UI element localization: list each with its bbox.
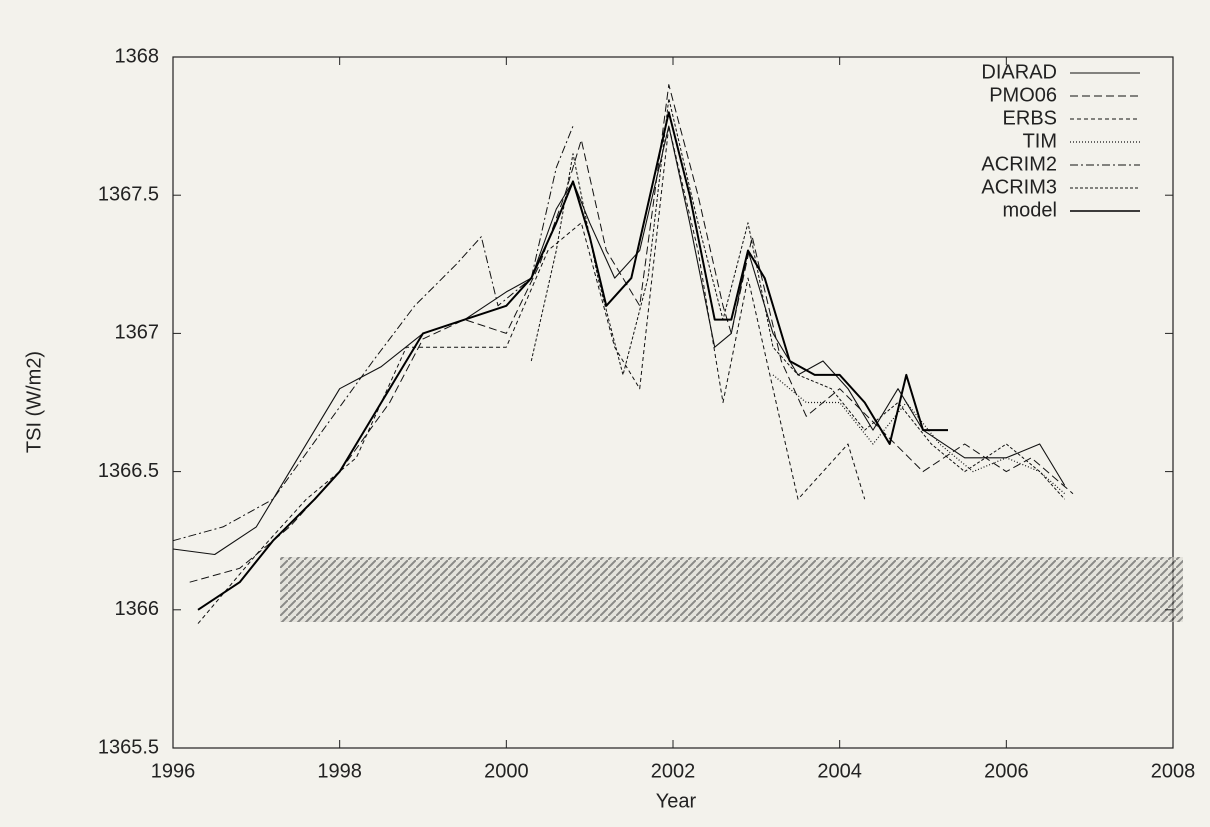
page: Year TSI (W/m2) 1996 1998 2000 2002 2004 2006… bbox=[0, 0, 1210, 827]
y-axis-label: TSI (W/m2) bbox=[23, 351, 45, 453]
scan-artifact bbox=[280, 557, 1183, 622]
legend-label: ERBS bbox=[1003, 107, 1057, 129]
series-line bbox=[198, 112, 948, 610]
y-tick-label: 1366 bbox=[115, 598, 160, 620]
x-tick-label: 1998 bbox=[317, 760, 362, 782]
y-tick-label: 1365.5 bbox=[98, 736, 159, 758]
series-line bbox=[173, 126, 573, 541]
legend-label: DIARAD bbox=[981, 61, 1057, 83]
legend-label: ACRIM3 bbox=[981, 176, 1057, 198]
legend-label: PMO06 bbox=[989, 84, 1057, 106]
legend-label: ACRIM2 bbox=[981, 153, 1057, 175]
series-line bbox=[190, 85, 1073, 583]
series-line bbox=[198, 126, 865, 623]
y-tick-label: 1366.5 bbox=[98, 460, 159, 482]
x-tick-label: 2008 bbox=[1151, 760, 1196, 782]
x-tick-label: 1996 bbox=[151, 760, 196, 782]
x-tick-label: 2006 bbox=[984, 760, 1029, 782]
series-line bbox=[173, 126, 1065, 554]
x-tick-label: 2000 bbox=[484, 760, 529, 782]
legend-label: TIM bbox=[1023, 130, 1057, 152]
legend-label: model bbox=[1003, 199, 1057, 221]
chart: Year TSI (W/m2) 1996 1998 2000 2002 2004 2006… bbox=[0, 0, 1210, 827]
x-tick-label: 2004 bbox=[817, 760, 862, 782]
x-tick-label: 2002 bbox=[651, 760, 696, 782]
y-tick-label: 1367.5 bbox=[98, 183, 159, 205]
series-line bbox=[773, 375, 1065, 494]
y-tick-label: 1368 bbox=[115, 45, 160, 67]
x-axis-label: Year bbox=[656, 790, 697, 812]
y-tick-label: 1367 bbox=[115, 322, 160, 344]
